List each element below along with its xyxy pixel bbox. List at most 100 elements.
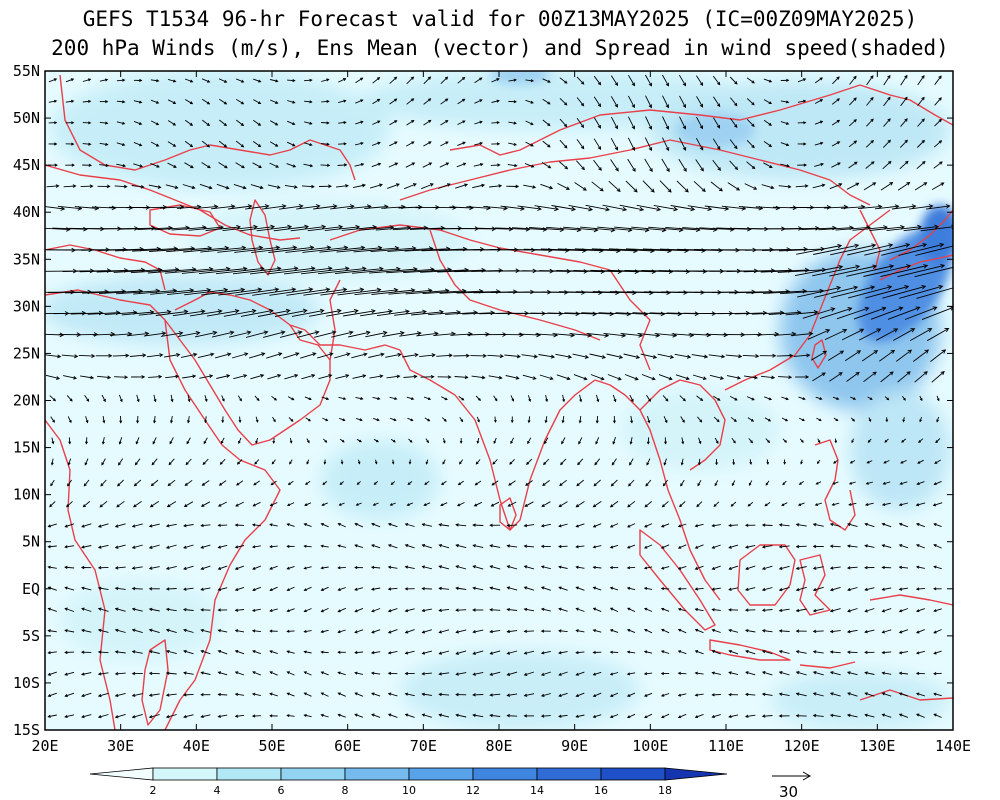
wind-arrow: [881, 608, 892, 613]
wind-arrow: [403, 374, 418, 379]
wind-arrow: [619, 204, 645, 212]
wind-arrow: [657, 353, 675, 359]
wind-arrow: [898, 502, 909, 507]
reference-vector: 30: [772, 771, 812, 800]
wind-arrow: [916, 139, 925, 148]
wind-arrow: [356, 481, 361, 485]
wind-arrow: [262, 330, 286, 338]
wind-arrow: [318, 374, 333, 380]
wind-arrow: [254, 395, 260, 402]
wind-arrow: [883, 460, 890, 464]
wind-arrow: [64, 671, 75, 676]
wind-arrow: [704, 205, 730, 211]
wind-arrow: [524, 501, 534, 507]
wind-arrow: [197, 352, 215, 359]
wind-arrow: [898, 522, 909, 528]
wind-arrow: [95, 353, 113, 358]
wind-arrow: [797, 99, 807, 103]
wind-arrow: [849, 97, 857, 106]
wind-arrow: [540, 183, 554, 190]
wind-arrow: [676, 180, 689, 193]
wind-arrow: [506, 713, 518, 718]
wind-arrow: [81, 628, 92, 633]
wind-arrow: [916, 160, 926, 170]
wind-arrow: [739, 332, 763, 337]
wind-arrow: [660, 693, 670, 697]
wind-arrow: [793, 353, 811, 358]
wind-arrow: [884, 396, 890, 401]
wind-arrow: [234, 245, 281, 253]
wind-arrow: [829, 183, 843, 190]
wind-arrow: [365, 330, 388, 338]
wind-arrow: [620, 333, 644, 338]
wind-arrow: [474, 120, 483, 125]
wind-arrow: [473, 501, 482, 507]
longitude-axis: 20E 30E 40E 50E 60E 70E 80E 90E 100E 110E 120E 130E…: [31, 71, 971, 755]
wind-arrow: [81, 692, 92, 698]
wind-arrow: [150, 479, 159, 487]
wind-arrow: [662, 74, 669, 87]
wind-arrow: [217, 671, 228, 676]
wind-arrow: [812, 264, 861, 277]
wind-arrow: [697, 479, 702, 487]
wind-arrow: [592, 523, 602, 528]
wind-arrow: [182, 374, 197, 379]
wind-arrow: [644, 692, 653, 697]
wind-arrow: [236, 459, 243, 465]
wind-arrow: [921, 306, 953, 321]
wind-arrow: [899, 284, 944, 299]
wind-arrow: [795, 264, 844, 277]
wind-arrow: [257, 308, 291, 317]
wind-arrow: [148, 566, 160, 570]
wind-arrow: [558, 651, 568, 655]
wind-arrow: [898, 713, 909, 718]
wind-arrow: [810, 350, 828, 361]
wind-arrow: [337, 587, 346, 591]
wind-arrow: [866, 118, 874, 127]
wind-arrow: [45, 374, 61, 380]
wind-arrow: [97, 607, 109, 612]
wind-arrow: [354, 671, 363, 675]
wind-arrow: [64, 714, 75, 719]
wind-arrow: [101, 437, 105, 445]
wind-arrow: [372, 98, 381, 105]
wind-arrow: [902, 417, 906, 423]
wind-arrow: [133, 479, 142, 487]
wind-arrow: [65, 163, 75, 167]
wind-arrow: [645, 95, 652, 109]
wind-arrow: [559, 97, 568, 106]
wind-arrow: [82, 121, 92, 125]
wind-arrow: [404, 650, 415, 655]
wind-arrow: [506, 607, 518, 612]
wind-arrow: [732, 459, 736, 466]
wind-arrow: [155, 309, 189, 316]
wind-arrow: [253, 119, 262, 126]
wind-arrow: [746, 98, 755, 106]
wind-arrow: [744, 523, 756, 527]
wind-arrow: [424, 480, 430, 485]
wind-arrow: [370, 651, 381, 655]
wind-arrow: [267, 373, 282, 380]
wind-arrow: [870, 306, 904, 320]
lon-tick-label: 30E: [107, 737, 134, 755]
wind-arrow: [399, 331, 422, 337]
wind-arrow: [522, 374, 537, 380]
wind-arrow: [576, 160, 585, 171]
wind-arrow: [223, 308, 257, 317]
wind-arrow: [626, 566, 636, 570]
wind-arrow: [730, 118, 738, 128]
wind-arrow: [148, 544, 160, 549]
wind-arrow: [694, 671, 704, 675]
wind-arrow: [763, 78, 773, 83]
wind-arrow: [170, 394, 174, 403]
wind-arrow: [422, 162, 433, 168]
wind-arrow: [934, 459, 941, 464]
wind-arrow: [167, 120, 177, 126]
wind-arrow: [881, 713, 892, 718]
wind-arrow: [387, 544, 398, 549]
wind-arrow: [150, 162, 160, 168]
wind-arrow: [133, 501, 142, 508]
wind-arrow: [47, 714, 57, 718]
wind-arrow: [82, 78, 92, 82]
wind-arrow: [864, 713, 875, 718]
